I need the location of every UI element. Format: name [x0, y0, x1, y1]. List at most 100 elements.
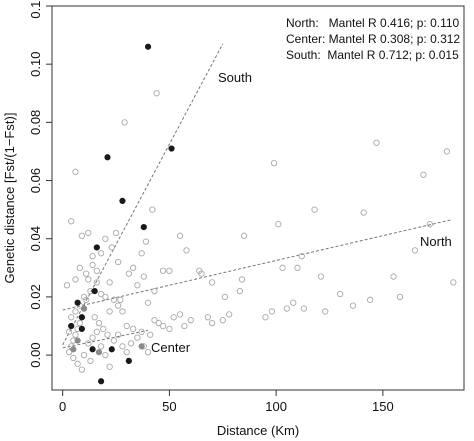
- point-north: [373, 139, 380, 146]
- point-south: [78, 314, 85, 321]
- point-north: [97, 343, 105, 350]
- point-north: [240, 232, 248, 239]
- point-north: [204, 314, 211, 321]
- point-north: [95, 319, 103, 327]
- point-north: [170, 314, 177, 321]
- line-label-north: North: [420, 234, 452, 249]
- point-north: [268, 308, 276, 315]
- point-north: [129, 264, 137, 271]
- point-north: [153, 90, 160, 97]
- x-tick-label: 50: [162, 399, 176, 414]
- y-axis: 0.00 0.02 0.04 0.06 0.08 0.10 0.12: [28, 0, 53, 368]
- point-north: [317, 273, 325, 280]
- point-north: [279, 264, 286, 271]
- point-center: [138, 343, 145, 350]
- data-points: [63, 43, 457, 385]
- point-north: [396, 293, 404, 301]
- point-center: [80, 305, 88, 312]
- point-north: [426, 221, 433, 228]
- regression-line-north: [62, 219, 452, 311]
- point-south: [108, 346, 115, 353]
- stat-south: South: Mantel R 0.712; p: 0.015: [286, 48, 459, 62]
- point-north: [270, 159, 278, 167]
- x-tick-label: 150: [372, 399, 394, 414]
- point-north: [70, 354, 77, 362]
- point-north: [337, 290, 344, 298]
- point-north: [68, 218, 75, 225]
- point-north: [108, 244, 115, 251]
- point-north: [115, 331, 122, 338]
- point-north: [219, 317, 226, 324]
- point-north: [72, 276, 79, 283]
- point-north: [151, 317, 158, 324]
- point-north: [226, 311, 233, 318]
- point-north: [83, 270, 90, 277]
- point-north: [176, 311, 184, 318]
- point-south: [168, 145, 175, 152]
- point-south: [93, 244, 100, 251]
- x-axis: 0 50 100 150: [59, 389, 394, 414]
- point-north: [142, 238, 150, 245]
- point-north: [63, 282, 71, 289]
- point-north: [97, 250, 105, 257]
- y-tick-label: 0.10: [28, 52, 43, 77]
- point-north: [144, 349, 152, 356]
- point-north: [115, 258, 122, 266]
- y-axis-label: Genetic distance [Fst/(1−Fst)]: [2, 113, 17, 284]
- point-north: [80, 293, 88, 301]
- point-north: [65, 349, 73, 356]
- point-north: [123, 349, 130, 356]
- x-axis-label: Distance (Km): [217, 423, 299, 438]
- point-north: [129, 325, 137, 333]
- point-north: [87, 357, 94, 365]
- point-center: [74, 337, 81, 344]
- point-north: [72, 308, 79, 315]
- point-south: [68, 322, 75, 330]
- point-north: [208, 279, 216, 286]
- point-north: [117, 296, 124, 303]
- point-south: [140, 223, 147, 231]
- point-north: [76, 264, 83, 271]
- point-north: [187, 317, 194, 324]
- point-north: [275, 221, 282, 228]
- point-north: [138, 250, 145, 257]
- point-north: [420, 171, 427, 178]
- point-north: [72, 331, 79, 338]
- point-north: [102, 293, 109, 301]
- point-north: [411, 247, 419, 254]
- point-north: [360, 209, 367, 216]
- point-center: [70, 346, 77, 353]
- point-south: [119, 197, 126, 205]
- point-north: [221, 293, 229, 301]
- point-south: [74, 299, 81, 306]
- point-north: [110, 337, 118, 344]
- point-center: [95, 349, 103, 356]
- point-north: [112, 229, 120, 237]
- point-north: [147, 331, 154, 338]
- regression-line-south: [62, 43, 224, 346]
- point-north: [283, 305, 290, 312]
- point-south: [125, 357, 132, 365]
- point-north: [238, 276, 246, 283]
- point-north: [125, 270, 132, 277]
- point-north: [123, 322, 130, 330]
- point-north: [159, 267, 167, 274]
- point-north: [183, 247, 190, 254]
- point-north: [176, 232, 184, 239]
- point-north: [74, 360, 81, 367]
- point-north: [78, 366, 86, 373]
- point-north: [93, 279, 100, 286]
- point-north: [106, 308, 113, 315]
- stat-north: North: Mantel R 0.416; p: 0.110: [286, 16, 460, 30]
- y-tick-label: 0.04: [28, 226, 43, 251]
- y-tick-label: 0.06: [28, 168, 43, 193]
- point-north: [102, 351, 109, 359]
- point-north: [322, 308, 329, 315]
- point-north: [311, 206, 318, 213]
- point-north: [100, 325, 107, 333]
- point-north: [119, 308, 126, 315]
- point-north: [97, 290, 105, 298]
- point-north: [93, 267, 100, 274]
- point-north: [91, 314, 98, 321]
- point-north: [181, 322, 188, 330]
